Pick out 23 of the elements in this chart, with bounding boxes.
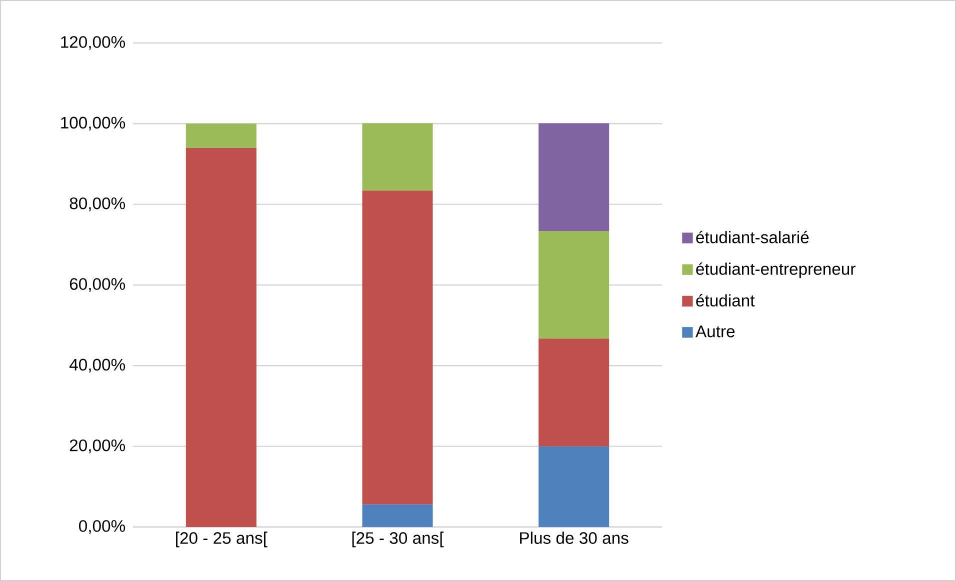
legend-label: étudiant bbox=[696, 294, 755, 306]
y-tick-label: 120,00% bbox=[61, 36, 126, 50]
legend-label: étudiant-salarié bbox=[696, 230, 809, 244]
y-tick-label: 20,00% bbox=[70, 439, 126, 454]
y-tick-label: 80,00% bbox=[70, 197, 126, 212]
x-tick-label: [25 - 30 ans[ bbox=[352, 532, 444, 548]
bar bbox=[538, 230, 610, 339]
bar bbox=[362, 504, 433, 527]
x-tick-label: Plus de 30 ans bbox=[520, 532, 628, 544]
legend-label: Autre bbox=[696, 326, 735, 338]
y-tick-label: 0,00% bbox=[79, 520, 126, 534]
x-tick-label: [20 - 25 ans[ bbox=[176, 532, 268, 548]
y-tick-label: 40,00% bbox=[69, 358, 126, 373]
bar bbox=[538, 123, 610, 231]
bar bbox=[362, 123, 433, 191]
bar bbox=[538, 338, 610, 446]
bar bbox=[362, 190, 433, 504]
bar bbox=[186, 124, 256, 148]
legend-label: étudiant-entrepreneur bbox=[696, 262, 856, 278]
y-tick-label: 100,00% bbox=[61, 116, 126, 131]
bar bbox=[538, 446, 610, 527]
bar bbox=[186, 148, 256, 527]
y-tick-label: 60,00% bbox=[70, 278, 126, 292]
